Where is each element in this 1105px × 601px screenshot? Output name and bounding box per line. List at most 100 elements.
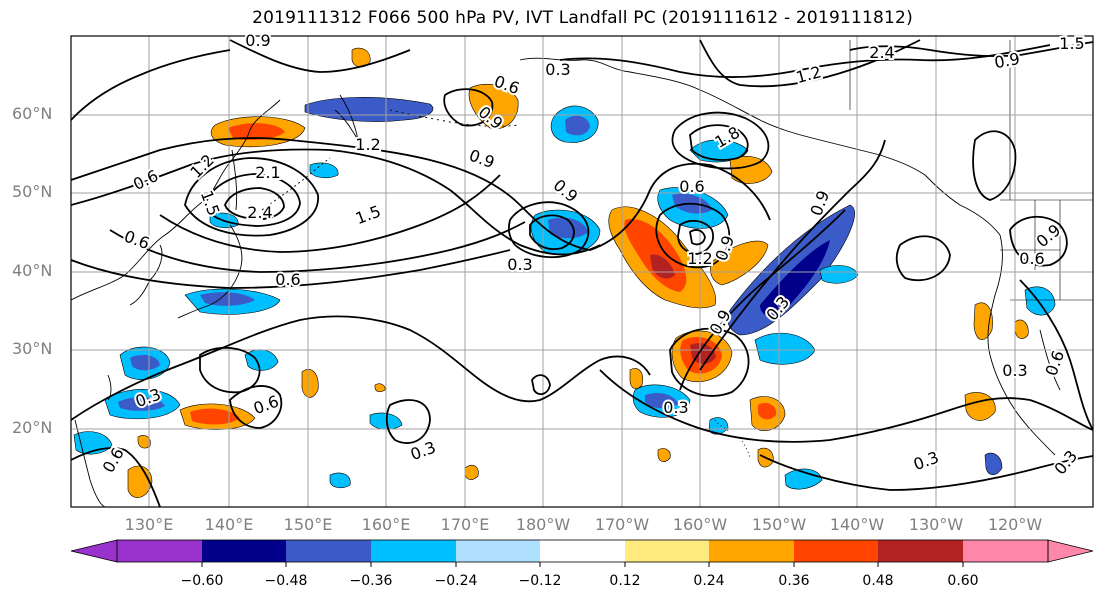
lon-label-130e: 130°E — [124, 515, 174, 534]
contour-us-west-1 — [972, 130, 1017, 201]
lon-label-150e: 150°E — [283, 515, 333, 534]
contour-label: 2.1 — [255, 163, 280, 182]
pos-anomaly-coast-1 — [973, 302, 993, 340]
map-title: 2019111312 F066 500 hPa PV, IVT Landfall… — [252, 8, 913, 28]
contour-south-east — [599, 369, 1093, 443]
contour-label: 0.9 — [467, 146, 497, 173]
pv-contours — [71, 39, 1093, 507]
contour-low-1 — [184, 157, 319, 237]
lat-label-60n: 60°N — [12, 104, 53, 123]
coastline-philippines — [74, 419, 106, 507]
colorbar-swatch — [794, 540, 878, 562]
contour-label: 1.2 — [186, 150, 217, 181]
colorbar-tick-label: 0.60 — [947, 573, 979, 589]
coastline-na-west — [987, 234, 1056, 456]
contour-ring-2 — [677, 219, 714, 255]
coastline-hawaii — [714, 419, 751, 459]
neg-anomaly-kamchatka — [304, 97, 434, 122]
contour-label: 0.6 — [275, 270, 300, 289]
lon-label-150w: 150°W — [751, 515, 807, 534]
contour-label: 0.3 — [663, 398, 688, 417]
lon-label-120w: 120°W — [987, 515, 1043, 534]
contour-label: 0.9 — [993, 49, 1021, 72]
lon-label-130w: 130°W — [908, 515, 964, 534]
neg-anomaly-central-core — [548, 217, 588, 239]
pos-anomaly-tiny-4 — [657, 448, 671, 462]
neg-anomaly-small-5 — [984, 452, 1003, 476]
contour-south-2 — [229, 385, 283, 429]
contour-ring-1 — [655, 202, 731, 269]
contour-long-2 — [109, 221, 526, 273]
colorbar-right-arrow — [1047, 539, 1094, 563]
contour-vortex-2 — [529, 214, 575, 250]
contour-aleut-small — [443, 88, 494, 127]
coastline-baja — [1039, 329, 1061, 391]
gridlines — [71, 36, 1093, 507]
neg-anomaly-band-core — [760, 240, 830, 317]
contour-trough-2 — [679, 209, 846, 391]
pos-anomaly-subtrop-w-core — [190, 408, 240, 425]
colorbar-tick-label: 0.24 — [693, 573, 725, 589]
lat-label-50n: 50°N — [12, 182, 53, 201]
colorbar-tick-label: −0.48 — [264, 573, 308, 589]
colorbar-swatch — [456, 540, 540, 562]
map-plot-area — [71, 36, 1093, 507]
neg-anomaly-sw-a-core — [130, 354, 160, 371]
neg-anomaly-hawaii-west-core — [645, 393, 678, 409]
colorbar-swatch — [878, 540, 963, 562]
contour-west-upper — [71, 49, 231, 121]
lat-label-40n: 40°N — [12, 261, 53, 280]
contour-low-2 — [204, 173, 301, 227]
colorbar-tick-label: 0.48 — [862, 573, 894, 589]
contour-west-top — [229, 39, 411, 73]
contour-outer-west-2 — [71, 148, 601, 256]
lat-label-20n: 20°N — [12, 418, 53, 437]
contour-vortex-1 — [507, 201, 590, 259]
contour-label: 0.6 — [679, 177, 704, 196]
contour-label: 1.2 — [687, 249, 712, 268]
lon-label-180w: 180°W — [515, 515, 571, 534]
contour-alaska-1 — [671, 111, 770, 170]
lon-label-140w: 140°W — [829, 515, 885, 534]
coastline-kamchatka — [334, 94, 359, 141]
colorbar-swatch — [540, 540, 625, 562]
contour-ne-pac — [895, 235, 951, 282]
colorbar-swatch — [709, 540, 794, 562]
colorbar-frame — [116, 539, 1049, 563]
contour-label: 2.4 — [247, 203, 272, 222]
contour-south-east-2 — [759, 454, 1093, 491]
contour-north-2 — [699, 39, 921, 88]
contour-label: 0.3 — [1002, 361, 1027, 380]
neg-anomaly-mid-south — [244, 349, 279, 371]
colorbar-swatch — [625, 540, 709, 562]
pos-anomaly-sw-small — [127, 465, 153, 498]
pos-anomaly-tiny-6 — [374, 383, 386, 393]
contour-south-3 — [385, 399, 431, 444]
pos-anomaly-central-sub-dark — [690, 343, 716, 364]
colorbar-tick-label: −0.24 — [434, 573, 478, 589]
contour-trough — [699, 139, 886, 371]
contour-east-coast — [1019, 279, 1093, 431]
contour-label: 1.5 — [1059, 34, 1084, 53]
contour-long-1 — [159, 174, 501, 253]
map-frame — [70, 35, 1094, 508]
pos-anomaly-aleutian — [468, 84, 519, 130]
lat-label-30n: 30°N — [12, 339, 53, 358]
colorbar-tick-label: 0.36 — [778, 573, 810, 589]
contour-label: 1.2 — [355, 135, 380, 154]
neg-anomaly-japan-core — [200, 292, 255, 306]
pos-anomaly-coast-3 — [964, 392, 996, 421]
colorbar-swatch — [371, 540, 456, 562]
colorbar — [70, 539, 1094, 567]
neg-anomaly-small-6 — [329, 472, 351, 489]
pos-anomaly-east-band — [710, 240, 769, 286]
contour-label: 0.3 — [507, 255, 532, 274]
contour-label: 0.6 — [130, 166, 161, 194]
colorbar-tick-label: −0.12 — [518, 573, 562, 589]
contour-low-3 — [224, 187, 285, 221]
colorbar-swatch — [963, 540, 1048, 562]
colorbar-swatch — [202, 540, 286, 562]
pos-anomaly-tiny-7 — [137, 435, 151, 449]
pos-anomaly-coast-2 — [1014, 319, 1029, 339]
